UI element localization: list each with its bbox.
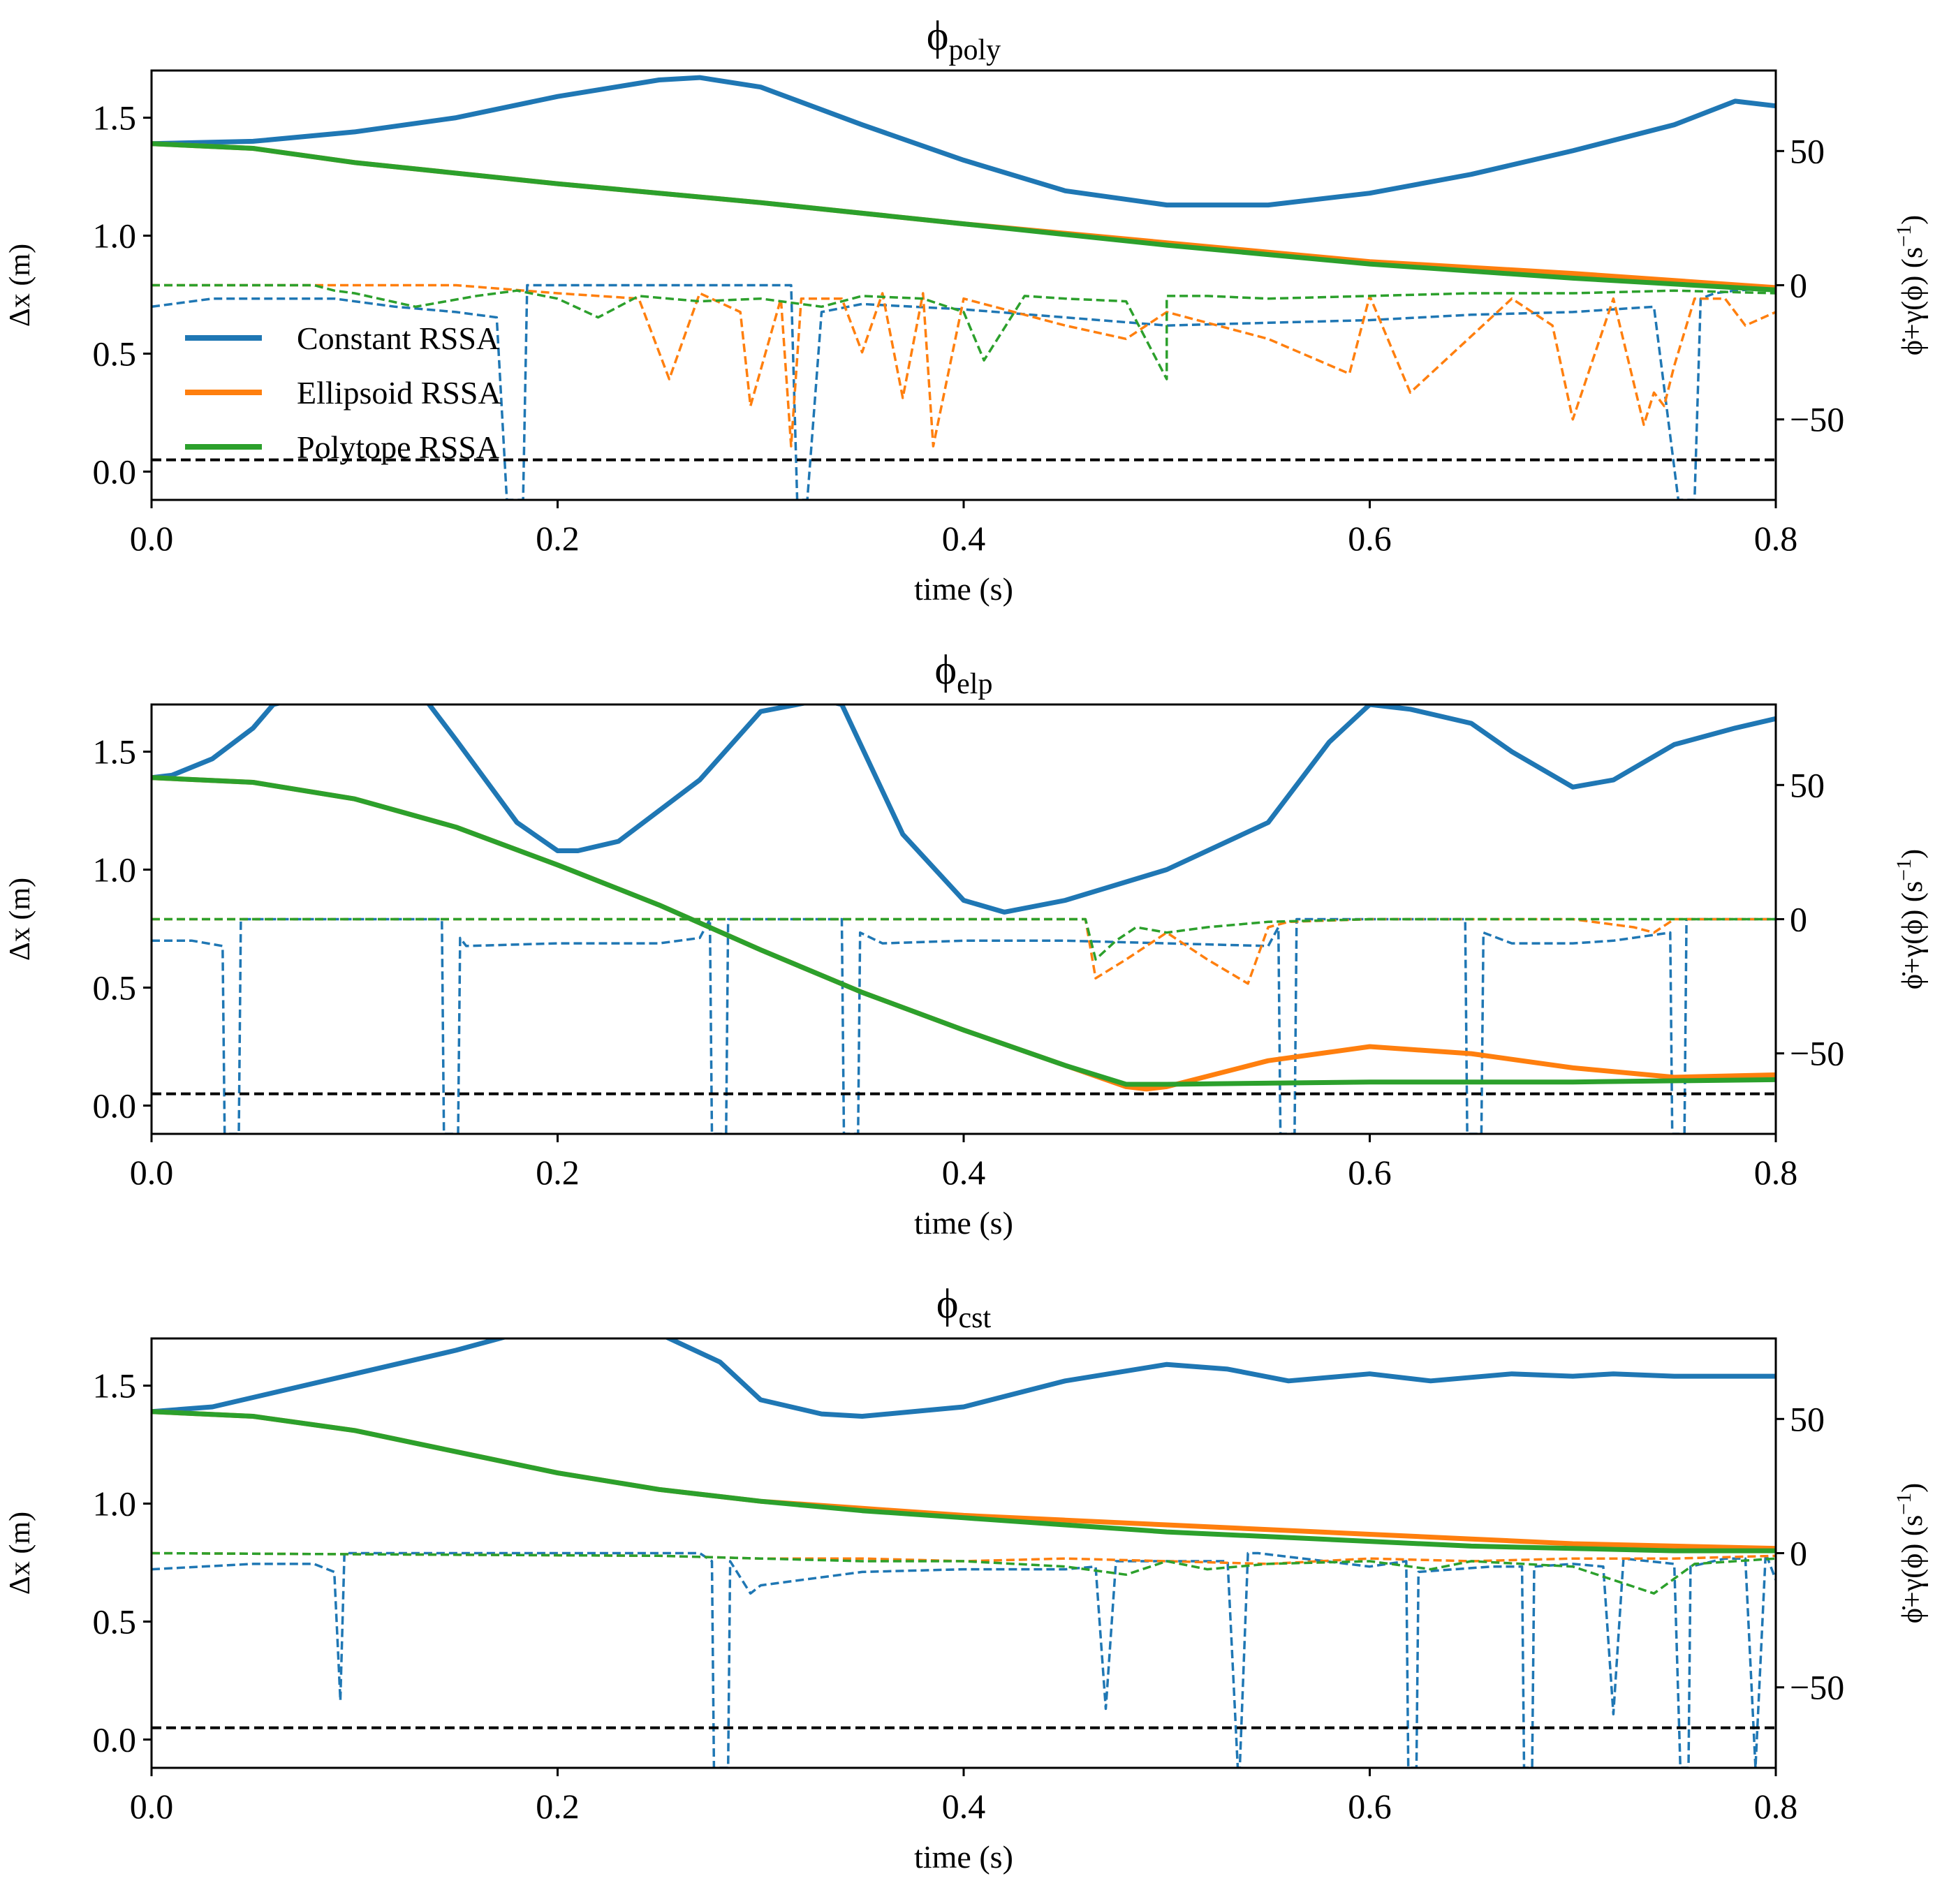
title-main: ϕ: [936, 1281, 959, 1327]
y-tick-label: 0.0: [93, 1720, 137, 1759]
title-main: ϕ: [927, 13, 949, 59]
y2-label-superscript: −1: [1892, 1493, 1915, 1515]
x-tick-label: 0.6: [1348, 1153, 1392, 1192]
x-tick-label: 0.8: [1754, 519, 1798, 558]
y-tick-label: 1.0: [93, 1484, 137, 1523]
y2-tick-label: −50: [1790, 1668, 1844, 1707]
y2-tick-label: −50: [1790, 1034, 1844, 1073]
subplot-cst: 0.0 0.2 0.4 0.6 0.8 0.0 0.5 1.0 1.5 −50 0 50 ϕcst tim…: [4, 1281, 1929, 1875]
y-axis-label: Δx (m): [4, 1512, 36, 1595]
y-axis-label: Δx (m): [4, 244, 36, 327]
title-subscript: cst: [958, 1302, 991, 1334]
x-axis-label: time (s): [914, 571, 1013, 607]
dashed-series-polytope-rssa: [152, 917, 1776, 961]
subplot-title: ϕcst: [936, 1281, 992, 1334]
subplot-poly: 0.0 0.2 0.4 0.6 0.8 0.0 0.5 1.0 1.5 −50 0 50 ϕpoly ti…: [4, 13, 1929, 607]
x-tick-label: 0.2: [536, 1787, 580, 1826]
x-tick-label: 0.0: [130, 1787, 174, 1826]
y2-tick-label: 50: [1790, 131, 1825, 170]
series-polytope-rssa: [152, 141, 1776, 293]
y2-label-close: ): [1897, 849, 1929, 859]
y2-label-main: ϕ̇+γ(ϕ) (s: [1897, 881, 1929, 989]
title-main: ϕ: [935, 647, 957, 693]
x-tick-label: 0.4: [942, 519, 986, 558]
y-axis-label: Δx (m): [4, 878, 36, 961]
x-axis-label: time (s): [914, 1839, 1013, 1875]
series-ellipsoid-rssa: [152, 775, 1776, 1092]
y2-label-main: ϕ̇+γ(ϕ) (s: [1897, 1515, 1929, 1623]
x-axis-label: time (s): [914, 1205, 1013, 1241]
y-tick-label: 1.0: [93, 216, 137, 256]
y2-tick-label: −50: [1790, 400, 1844, 439]
y2-label-superscript: −1: [1892, 225, 1915, 247]
y2-label-close: ): [1897, 215, 1929, 225]
y-tick-label: 0.0: [93, 1086, 137, 1125]
subplot-title: ϕpoly: [927, 13, 1001, 66]
y2-label-close: ): [1897, 1483, 1929, 1493]
dashed-series-constant-rssa: [152, 1551, 1776, 1768]
y-tick-label: 0.5: [93, 968, 137, 1007]
series-ellipsoid-rssa: [152, 1409, 1776, 1551]
y-tick-label: 1.5: [93, 1366, 137, 1405]
x-tick-label: 0.8: [1754, 1153, 1798, 1192]
subplot-elp: 0.0 0.2 0.4 0.6 0.8 0.0 0.5 1.0 1.5 −50 0 50 ϕelp tim…: [4, 647, 1929, 1241]
dashed-series-polytope-rssa: [152, 283, 1776, 381]
legend-label: Constant RSSA: [297, 320, 499, 356]
x-tick-label: 0.4: [942, 1787, 986, 1826]
title-subscript: poly: [948, 34, 1001, 66]
series-constant-rssa: [152, 704, 1776, 915]
y2-axis-label: ϕ̇+γ(ϕ) (s−1): [1892, 215, 1929, 355]
dashed-series-constant-rssa: [152, 917, 1776, 1134]
x-tick-label: 0.4: [942, 1153, 986, 1192]
series-constant-rssa: [152, 75, 1776, 208]
y-tick-label: 0.5: [93, 334, 137, 373]
dashed-series-constant-rssa: [152, 283, 1776, 500]
x-tick-label: 0.2: [536, 519, 580, 558]
y2-axis-label: ϕ̇+γ(ϕ) (s−1): [1892, 849, 1929, 989]
series-polytope-rssa: [152, 775, 1776, 1087]
dashed-series-ellipsoid-rssa: [152, 283, 1776, 448]
x-tick-label: 0.8: [1754, 1787, 1798, 1826]
legend: Constant RSSA Ellipsoid RSSA Polytope RSSA: [185, 320, 501, 465]
dashed-series-ellipsoid-rssa: [152, 917, 1776, 985]
plot-area: [152, 704, 1776, 1134]
series-polytope-rssa: [152, 1409, 1776, 1554]
legend-label: Polytope RSSA: [297, 429, 499, 465]
legend-label: Ellipsoid RSSA: [297, 375, 501, 411]
plot-area: [152, 1338, 1776, 1768]
x-tick-label: 0.2: [536, 1153, 580, 1192]
y2-axis-label: ϕ̇+γ(ϕ) (s−1): [1892, 1483, 1929, 1623]
y2-tick-label: 0: [1790, 266, 1807, 305]
x-tick-label: 0.0: [130, 519, 174, 558]
series-constant-rssa: [152, 1338, 1776, 1419]
y2-tick-label: 50: [1790, 765, 1825, 804]
y2-tick-label: 0: [1790, 1534, 1807, 1573]
y-tick-label: 1.0: [93, 850, 137, 890]
subplot-title: ϕelp: [935, 647, 993, 700]
y2-label-superscript: −1: [1892, 859, 1915, 881]
y-tick-label: 0.0: [93, 452, 137, 491]
y2-tick-label: 0: [1790, 900, 1807, 939]
plot-area: [152, 75, 1776, 500]
y-tick-label: 1.5: [93, 732, 137, 772]
x-tick-label: 0.6: [1348, 1787, 1392, 1826]
y-tick-label: 1.5: [93, 98, 137, 138]
y2-label-main: ϕ̇+γ(ϕ) (s: [1897, 247, 1929, 355]
y-tick-label: 0.5: [93, 1602, 137, 1641]
title-subscript: elp: [957, 668, 992, 700]
dashed-series-polytope-rssa: [152, 1551, 1776, 1595]
x-tick-label: 0.6: [1348, 519, 1392, 558]
y2-tick-label: 50: [1790, 1399, 1825, 1438]
x-tick-label: 0.0: [130, 1153, 174, 1192]
